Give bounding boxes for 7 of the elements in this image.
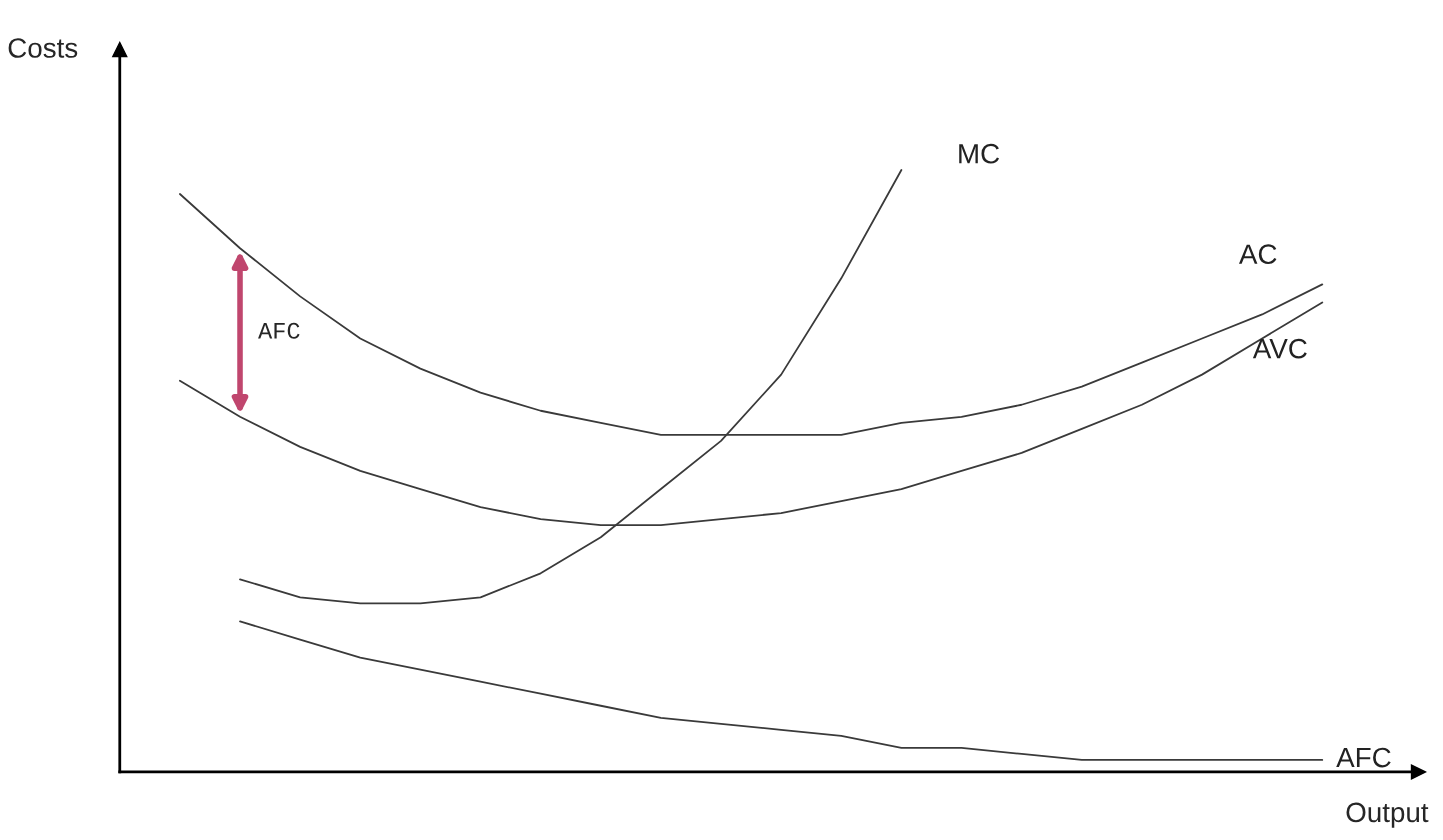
y-axis-title: Costs bbox=[8, 38, 78, 58]
x-axis-title: Output bbox=[1346, 802, 1429, 828]
series-label: AFC bbox=[1336, 747, 1391, 768]
annotation: AFC bbox=[258, 322, 300, 339]
series-label: AC bbox=[1238, 244, 1277, 265]
text: MC bbox=[959, 143, 1000, 164]
series-label: AVC bbox=[1252, 338, 1307, 359]
